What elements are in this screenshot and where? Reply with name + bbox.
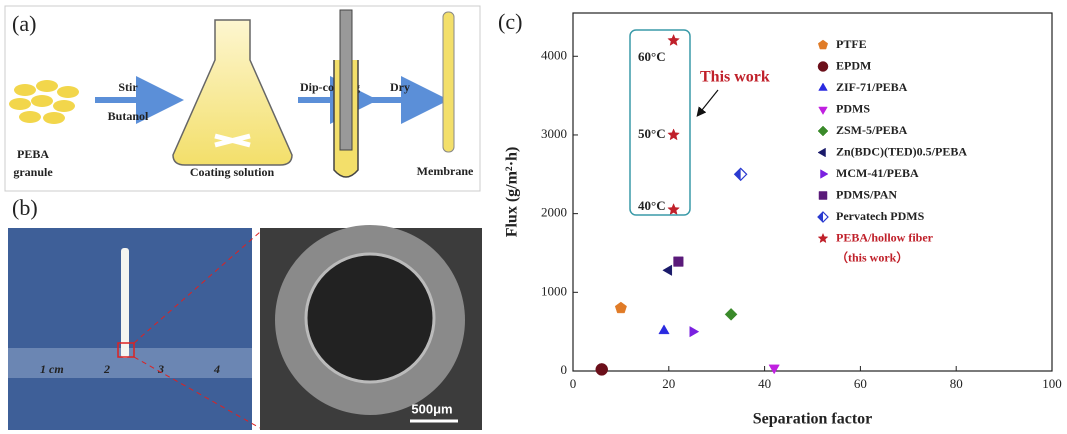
- step-label: Dry: [390, 80, 410, 94]
- marker: [818, 62, 828, 72]
- y-tick-label: 4000: [541, 47, 567, 62]
- marker: [668, 129, 679, 140]
- panel-label: (c): [498, 9, 522, 34]
- legend-label: PDMS: [836, 101, 870, 115]
- x-tick-label: 20: [662, 376, 675, 391]
- legend-label: ZIF-71/PEBA: [836, 80, 908, 94]
- annotation: 40°C: [638, 198, 666, 213]
- fiber-lumen: [306, 254, 434, 382]
- marker: [668, 204, 679, 215]
- figure: (a) PEBAgranule Stir Butanol Coating sol…: [0, 0, 1067, 434]
- step-label: Stir: [118, 80, 138, 94]
- legend-label: EPDM: [836, 58, 871, 72]
- marker: [615, 302, 626, 313]
- marker: [819, 107, 828, 115]
- legend-label: MCM-41/PEBA: [836, 166, 919, 180]
- plot-frame: [573, 13, 1052, 371]
- page: (a) PEBAgranule Stir Butanol Coating sol…: [0, 0, 1067, 434]
- marker: [818, 234, 828, 243]
- legend-note: （this work）: [836, 249, 908, 264]
- marker: [821, 170, 829, 179]
- panel-b: (b) 1 cm 2 3 4 500μm: [8, 195, 482, 430]
- ruler-label: 3: [157, 362, 164, 376]
- y-tick-label: 1000: [541, 283, 567, 298]
- marker: [668, 35, 679, 46]
- marker: [819, 192, 827, 200]
- x-tick-label: 60: [854, 376, 867, 391]
- legend-label: Zn(BDC)(TED)0.5/PEBA: [836, 144, 967, 158]
- membrane: [443, 12, 454, 152]
- step-label: Membrane: [417, 164, 474, 178]
- fiber: [121, 248, 129, 358]
- y-axis-label: Flux (g/m²·h): [504, 147, 521, 238]
- x-tick-label: 80: [950, 376, 963, 391]
- marker: [663, 265, 672, 275]
- x-tick-label: 0: [570, 376, 577, 391]
- legend-label: PEBA/hollow fiber: [836, 230, 934, 244]
- ruler-label: 1 cm: [40, 362, 64, 376]
- annotation-arrow: [698, 90, 718, 115]
- marker: [818, 148, 826, 157]
- marker: [659, 325, 669, 334]
- marker: [818, 126, 828, 136]
- annotation: This work: [700, 69, 770, 86]
- y-tick-label: 3000: [541, 126, 567, 141]
- panel-label: (b): [12, 195, 38, 220]
- marker: [819, 83, 828, 91]
- step-label: Coating solution: [190, 165, 275, 179]
- x-tick-label: 40: [758, 376, 771, 391]
- panel-label: (a): [12, 11, 36, 36]
- legend-label: PDMS/PAN: [836, 187, 897, 201]
- marker: [725, 308, 737, 320]
- marker: [690, 326, 699, 336]
- legend-label: PTFE: [836, 37, 867, 51]
- marker: [674, 257, 684, 267]
- annotation: 60°C: [638, 49, 666, 64]
- legend-label: Pervatech PDMS: [836, 209, 925, 223]
- annotation: 50°C: [638, 126, 666, 141]
- x-tick-label: 100: [1042, 376, 1062, 391]
- y-tick-label: 0: [561, 362, 568, 377]
- marker: [769, 365, 779, 374]
- marker: [818, 40, 828, 49]
- x-axis-label: Separation factor: [753, 411, 873, 428]
- marker-half: [735, 168, 741, 180]
- legend-label: ZSM-5/PEBA: [836, 123, 908, 137]
- marker-half: [818, 212, 823, 222]
- step-label: Butanol: [108, 109, 149, 123]
- ruler-label: 2: [103, 362, 110, 376]
- y-tick-label: 2000: [541, 205, 567, 220]
- marker: [596, 363, 608, 375]
- photo: [8, 228, 252, 430]
- ruler-label: 4: [213, 362, 220, 376]
- scale-bar-label: 500μm: [411, 401, 452, 416]
- hollow-fiber: [340, 10, 352, 150]
